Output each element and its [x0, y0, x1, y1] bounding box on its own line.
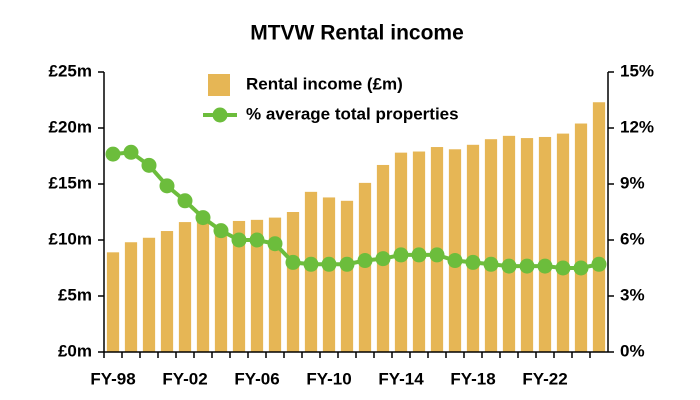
bar	[124, 242, 138, 352]
bar	[250, 219, 264, 352]
point	[447, 253, 463, 269]
y-tick-label: £20m	[49, 117, 92, 136]
y2-tick-label: 15%	[620, 61, 654, 80]
point	[285, 254, 301, 270]
point	[465, 254, 481, 270]
x-tick-label: FY-10	[306, 369, 351, 388]
legend-swatch	[212, 107, 228, 123]
point	[483, 256, 499, 272]
bar	[448, 149, 462, 352]
bar	[340, 200, 354, 352]
bar	[196, 217, 210, 352]
point	[429, 247, 445, 263]
point	[213, 223, 229, 239]
point	[177, 193, 193, 209]
point	[573, 260, 589, 276]
bar	[322, 197, 336, 352]
x-tick-label: FY-06	[234, 369, 279, 388]
bar	[106, 252, 120, 352]
y-tick-label: £0m	[58, 341, 92, 360]
point	[141, 157, 157, 173]
bar	[142, 237, 156, 352]
bar	[214, 228, 228, 352]
y-tick-label: £10m	[49, 229, 92, 248]
bar	[484, 139, 498, 352]
y2-tick-label: 6%	[620, 229, 645, 248]
bar	[538, 136, 552, 352]
point	[591, 256, 607, 272]
point	[519, 258, 535, 274]
bar	[466, 144, 480, 352]
point	[231, 232, 247, 248]
y2-tick-label: 12%	[620, 117, 654, 136]
point	[357, 253, 373, 269]
point	[159, 178, 175, 194]
legend-label: Rental income (£m)	[246, 74, 403, 93]
x-tick-label: FY-02	[162, 369, 207, 388]
point	[303, 256, 319, 272]
point	[249, 232, 265, 248]
bar	[556, 133, 570, 352]
y-tick-label: £15m	[49, 173, 92, 192]
y2-tick-label: 3%	[620, 285, 645, 304]
y2-tick-label: 0%	[620, 341, 645, 360]
bar	[178, 222, 192, 352]
bar	[268, 217, 282, 352]
chart-title: MTVW Rental income	[250, 22, 464, 45]
point	[537, 258, 553, 274]
bar	[286, 212, 300, 352]
point	[267, 236, 283, 252]
y-tick-label: £5m	[58, 285, 92, 304]
y2-tick-label: 9%	[620, 173, 645, 192]
line	[112, 150, 600, 270]
x-tick-label: FY-98	[90, 369, 135, 388]
bar	[502, 135, 516, 352]
bar	[592, 102, 606, 353]
bar	[232, 220, 246, 352]
bar	[160, 231, 174, 352]
point	[501, 258, 517, 274]
point	[105, 146, 121, 162]
legend-label: % average total properties	[246, 104, 459, 123]
point	[411, 247, 427, 263]
bar	[520, 138, 534, 352]
point	[393, 247, 409, 263]
bar	[304, 191, 318, 352]
bar	[574, 123, 588, 353]
point	[123, 144, 139, 160]
point	[555, 260, 571, 276]
y-tick-label: £25m	[49, 61, 92, 80]
x-tick-label: FY-18	[450, 369, 495, 388]
x-tick-label: FY-14	[378, 369, 424, 388]
point	[375, 251, 391, 267]
point	[339, 256, 355, 272]
x-tick-label: FY-22	[522, 369, 567, 388]
point	[195, 210, 211, 226]
point	[321, 256, 337, 272]
legend-swatch	[208, 74, 230, 96]
